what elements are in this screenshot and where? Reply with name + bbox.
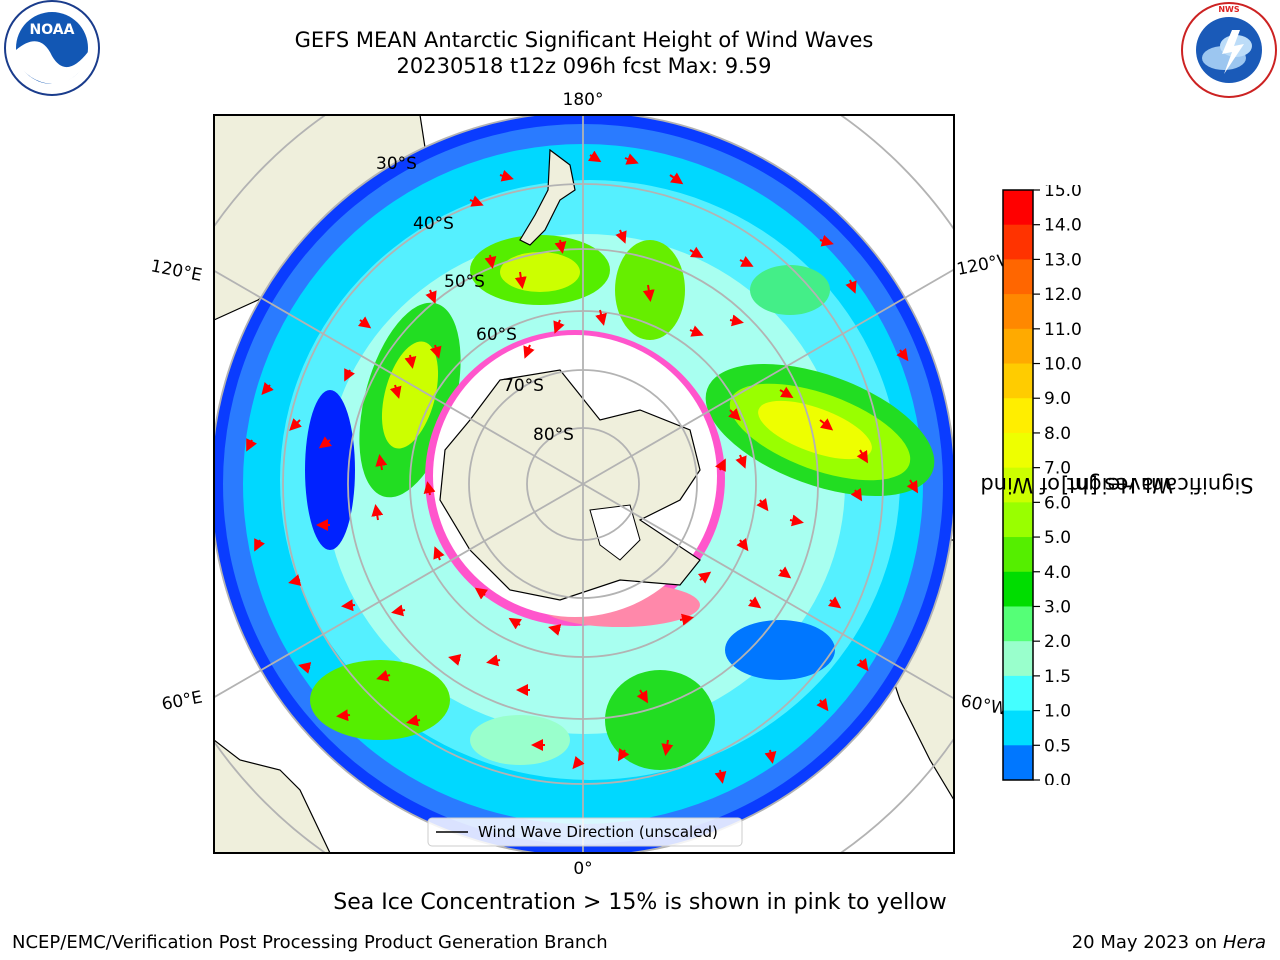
colorbar-cell: [1003, 398, 1033, 434]
lat-40-label: 40°S: [413, 214, 454, 234]
colorbar-cell: [1003, 537, 1033, 573]
chart-subtitle: 20230518 t12z 096h fcst Max: 9.59: [396, 54, 772, 78]
sea-ice-note: Sea Ice Concentration > 15% is shown in …: [333, 890, 947, 915]
colorbar-cell: [1003, 363, 1033, 399]
colorbar-cell: [1003, 224, 1033, 260]
colorbar: 15.0 14.0 13.0 12.0 11.0 10.0 9.0 8.0 7.0 6.0 5.0 4…: [1002, 185, 1082, 785]
colorbar-tick-label: 6.0: [1044, 493, 1071, 513]
colorbar-tick-label: 9.0: [1044, 389, 1071, 409]
noaa-logo: NOAA: [4, 0, 100, 96]
colorbar-tick-label: 14.0: [1044, 216, 1082, 236]
lon-60e-label: 60°E: [160, 687, 204, 714]
colorbar-cell: [1003, 432, 1033, 469]
lat-70-label: 70°S: [503, 376, 544, 396]
colorbar-cell: [1003, 328, 1033, 365]
chart-title: GEFS MEAN Antarctic Significant Height o…: [294, 28, 874, 52]
svg-text:NWS: NWS: [1218, 5, 1240, 14]
colorbar-tick-label: 15.0: [1044, 185, 1082, 201]
colorbar-tick-label: 11.0: [1044, 320, 1082, 340]
lon-120e-label: 120°E: [149, 256, 204, 285]
colorbar-cell: [1003, 259, 1033, 295]
wave-direction-arrows: [246, 150, 919, 784]
colorbar-cell: [1003, 606, 1033, 642]
colorbar-cell: [1003, 745, 1033, 781]
noaa-logo-text: NOAA: [30, 22, 75, 38]
colorbar-cell: [1003, 641, 1033, 677]
footer-date: 20 May 2023 on Hera: [1071, 932, 1266, 953]
colorbar-cell: [1003, 675, 1033, 712]
graticule: [214, 115, 954, 853]
colorbar-tick-label: 7.0: [1044, 459, 1071, 479]
lon-0-label: 0°: [573, 859, 592, 879]
map-legend: Wind Wave Direction (unscaled): [427, 817, 743, 847]
colorbar-cell: [1003, 467, 1033, 503]
colorbar-cell: [1003, 294, 1033, 330]
lat-60-label: 60°S: [476, 325, 517, 345]
colorbar-cell: [1003, 710, 1033, 746]
colorbar-tick-label: 13.0: [1044, 250, 1082, 270]
lat-30-label: 30°S: [376, 154, 417, 174]
colorbar-tick-label: 5.0: [1044, 528, 1071, 548]
latitude-labels: 30°S 40°S 50°S 60°S 70°S 80°S: [376, 154, 574, 445]
colorbar-tick-label: 2.0: [1044, 632, 1071, 652]
colorbar-cell: [1003, 571, 1033, 607]
nws-logo: NWS: [1181, 2, 1277, 98]
footer-credit: NCEP/EMC/Verification Post Processing Pr…: [12, 932, 608, 953]
colorbar-tick-label: 0.5: [1044, 736, 1071, 756]
colorbar-tick-label: 8.0: [1044, 424, 1071, 444]
new-zealand-land: [519, 148, 576, 246]
colorbar-tick-label: 0.0: [1044, 771, 1071, 785]
colorbar-tick-label: 3.0: [1044, 597, 1071, 617]
colorbar-tick-label: 10.0: [1044, 355, 1082, 375]
colorbar-tick-label: 12.0: [1044, 285, 1082, 305]
colorbar-tick-label: 4.0: [1044, 563, 1071, 583]
lon-180-label: 180°: [563, 90, 604, 110]
legend-label: Wind Wave Direction (unscaled): [478, 823, 718, 841]
colorbar-cell: [1003, 190, 1033, 226]
lat-80-label: 80°S: [533, 425, 574, 445]
colorbar-tick-label: 1.0: [1044, 702, 1071, 722]
lat-50-label: 50°S: [444, 272, 485, 292]
colorbar-cell: [1003, 502, 1033, 538]
africa-land: [214, 739, 331, 853]
colorbar-tick-label: 1.5: [1044, 667, 1071, 687]
